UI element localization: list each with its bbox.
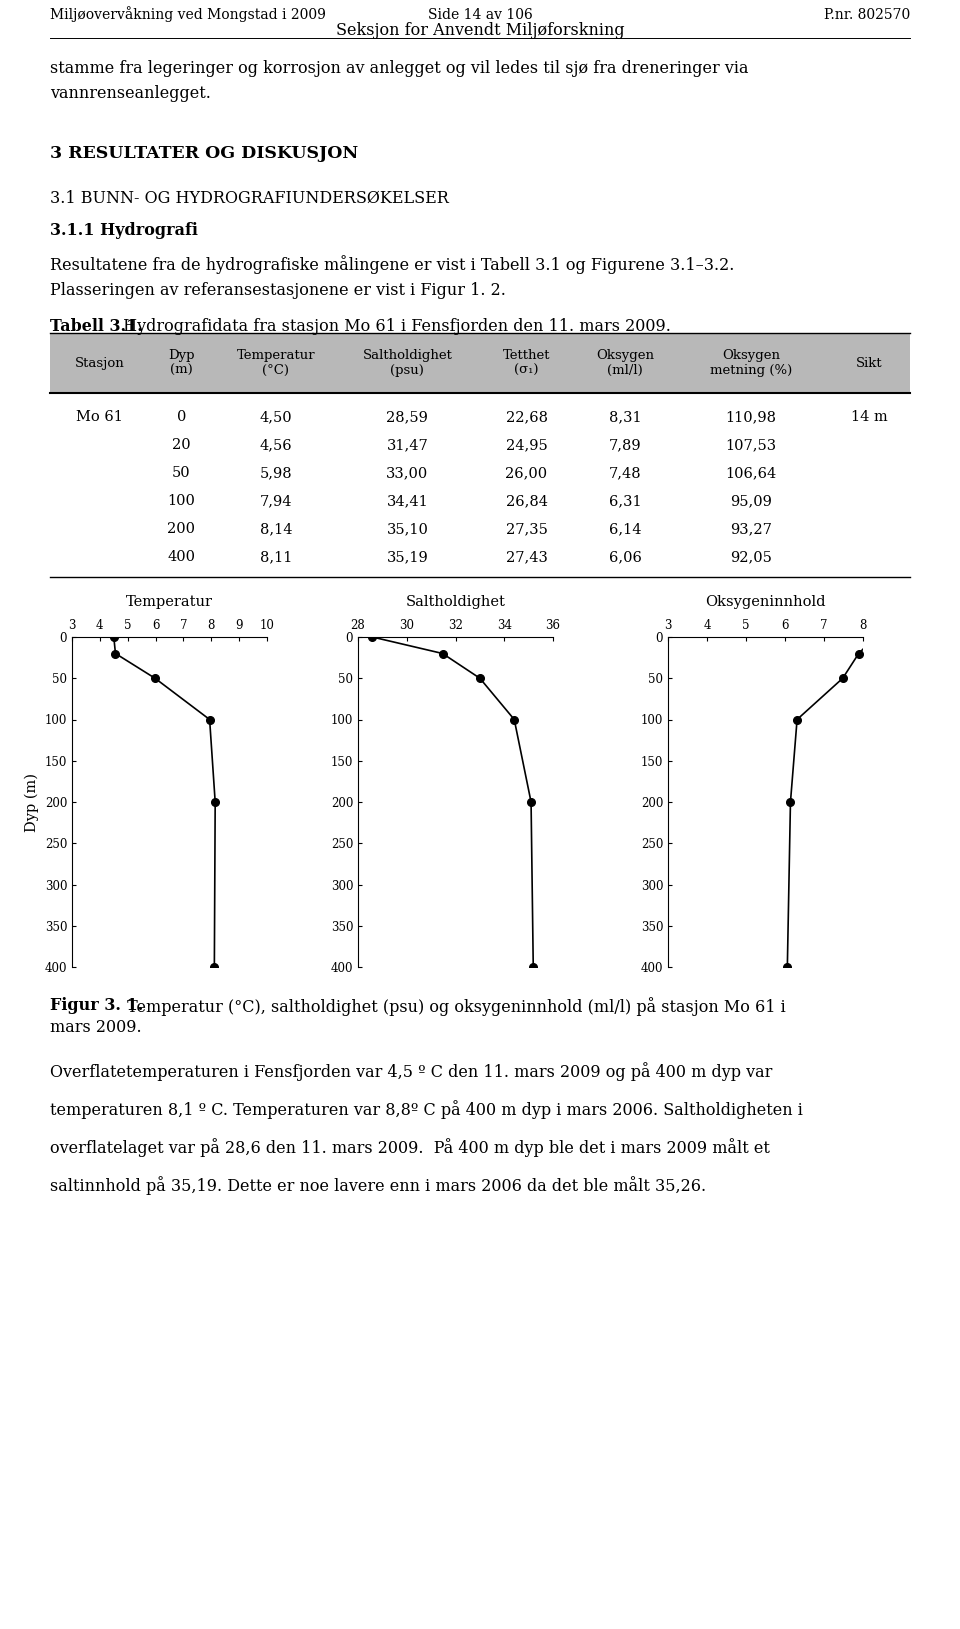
Text: 6,31: 6,31 <box>609 494 641 508</box>
Title: Temperatur: Temperatur <box>126 596 213 609</box>
Text: 28,59: 28,59 <box>387 411 428 424</box>
Text: Saltholdighet
(psu): Saltholdighet (psu) <box>363 349 452 376</box>
Text: 95,09: 95,09 <box>731 494 772 508</box>
Text: 24,95: 24,95 <box>506 438 547 451</box>
Text: vannrenseanlegget.: vannrenseanlegget. <box>50 85 211 103</box>
Text: P.nr. 802570: P.nr. 802570 <box>824 8 910 23</box>
Text: 3.1 BUNN- OG HYDROGRAFIUNDERSØKELSER: 3.1 BUNN- OG HYDROGRAFIUNDERSØKELSER <box>50 191 449 207</box>
Text: 110,98: 110,98 <box>726 411 777 424</box>
Text: temperaturen 8,1 º C. Temperaturen var 8,8º C på 400 m dyp i mars 2006. Salthold: temperaturen 8,1 º C. Temperaturen var 8… <box>50 1100 803 1119</box>
Text: 4,56: 4,56 <box>259 438 292 451</box>
Y-axis label: Dyp (m): Dyp (m) <box>25 772 39 831</box>
Text: Oksygen
metning (%): Oksygen metning (%) <box>710 349 792 376</box>
Text: 34,41: 34,41 <box>387 494 428 508</box>
Text: Stasjon: Stasjon <box>75 357 124 370</box>
Text: 100: 100 <box>168 494 196 508</box>
Text: 7,94: 7,94 <box>260 494 292 508</box>
Text: 26,00: 26,00 <box>506 466 547 481</box>
Text: 8,31: 8,31 <box>609 411 641 424</box>
Text: Dyp
(m): Dyp (m) <box>168 349 195 376</box>
Text: 6,06: 6,06 <box>609 551 641 564</box>
Text: 7,48: 7,48 <box>609 466 641 481</box>
Text: 35,10: 35,10 <box>387 521 428 536</box>
Text: 20: 20 <box>172 438 191 451</box>
Text: Seksjon for Anvendt Miljøforskning: Seksjon for Anvendt Miljøforskning <box>336 23 624 39</box>
Text: Sikt: Sikt <box>855 357 882 370</box>
Text: 6,14: 6,14 <box>609 521 641 536</box>
Text: 22,68: 22,68 <box>506 411 547 424</box>
Text: Hydrografidata fra stasjon Mo 61 i Fensfjorden den 11. mars 2009.: Hydrografidata fra stasjon Mo 61 i Fensf… <box>118 318 671 336</box>
Text: 3 RESULTATER OG DISKUSJON: 3 RESULTATER OG DISKUSJON <box>50 145 358 161</box>
Text: 50: 50 <box>172 466 191 481</box>
Text: Temperatur (°C), saltholdighet (psu) og oksygeninnhold (ml/l) på stasjon Mo 61 i: Temperatur (°C), saltholdighet (psu) og … <box>122 997 785 1016</box>
Text: stamme fra legeringer og korrosjon av anlegget og vil ledes til sjø fra drenerin: stamme fra legeringer og korrosjon av an… <box>50 60 749 77</box>
Text: Overflatetemperaturen i Fensfjorden var 4,5 º C den 11. mars 2009 og på 400 m dy: Overflatetemperaturen i Fensfjorden var … <box>50 1062 773 1082</box>
Text: 4,50: 4,50 <box>259 411 292 424</box>
Text: 8,14: 8,14 <box>260 521 292 536</box>
Text: Miljøovervåkning ved Mongstad i 2009: Miljøovervåkning ved Mongstad i 2009 <box>50 7 325 23</box>
Text: saltinnhold på 35,19. Dette er noe lavere enn i mars 2006 da det ble målt 35,26.: saltinnhold på 35,19. Dette er noe laver… <box>50 1176 707 1196</box>
Text: Temperatur
(°C): Temperatur (°C) <box>237 349 315 376</box>
Text: 3.1.1 Hydrografi: 3.1.1 Hydrografi <box>50 222 198 239</box>
Text: 0: 0 <box>177 411 186 424</box>
Title: Oksygeninnhold: Oksygeninnhold <box>706 596 826 609</box>
Text: Side 14 av 106: Side 14 av 106 <box>427 8 533 23</box>
Text: 14 m: 14 m <box>851 411 887 424</box>
Text: 33,00: 33,00 <box>386 466 428 481</box>
Text: 27,43: 27,43 <box>506 551 547 564</box>
Bar <box>50 332 910 393</box>
Text: 7,89: 7,89 <box>609 438 641 451</box>
Text: 27,35: 27,35 <box>506 521 547 536</box>
Text: Tetthet
(σ₁): Tetthet (σ₁) <box>503 349 550 376</box>
Text: mars 2009.: mars 2009. <box>50 1020 142 1036</box>
Text: overflatelaget var på 28,6 den 11. mars 2009.  På 400 m dyp ble det i mars 2009 : overflatelaget var på 28,6 den 11. mars … <box>50 1139 770 1157</box>
Text: Tabell 3.1.: Tabell 3.1. <box>50 318 143 336</box>
Text: Resultatene fra de hydrografiske målingene er vist i Tabell 3.1 og Figurene 3.1–: Resultatene fra de hydrografiske målinge… <box>50 256 734 274</box>
Text: 92,05: 92,05 <box>731 551 772 564</box>
Text: 31,47: 31,47 <box>387 438 428 451</box>
Title: Saltholdighet: Saltholdighet <box>405 596 505 609</box>
Text: 106,64: 106,64 <box>726 466 777 481</box>
Text: 26,84: 26,84 <box>506 494 547 508</box>
Text: Plasseringen av referansestasjonene er vist i Figur 1. 2.: Plasseringen av referansestasjonene er v… <box>50 282 506 300</box>
Text: Oksygen
(ml/l): Oksygen (ml/l) <box>596 349 654 376</box>
Text: Figur 3. 1.: Figur 3. 1. <box>50 997 143 1013</box>
Text: 35,19: 35,19 <box>387 551 428 564</box>
Text: 93,27: 93,27 <box>731 521 772 536</box>
Text: 5,98: 5,98 <box>259 466 292 481</box>
Text: 200: 200 <box>167 521 196 536</box>
Text: 8,11: 8,11 <box>260 551 292 564</box>
Text: 107,53: 107,53 <box>726 438 777 451</box>
Text: Mo 61: Mo 61 <box>76 411 123 424</box>
Text: 400: 400 <box>167 551 196 564</box>
